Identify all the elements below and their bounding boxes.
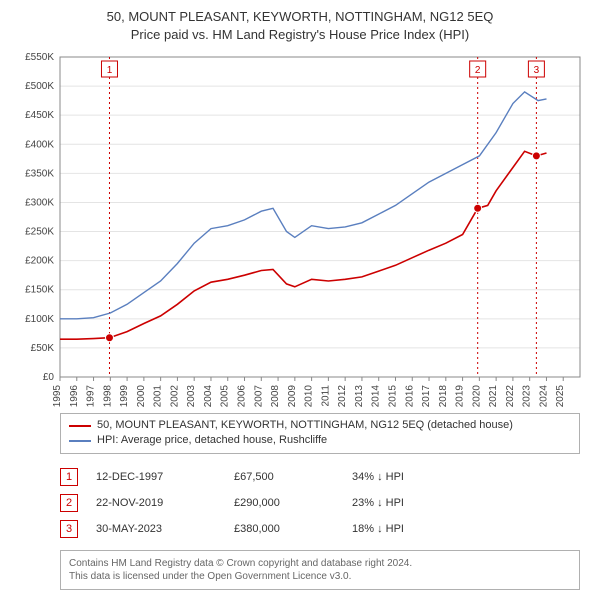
svg-text:2: 2 bbox=[475, 65, 481, 76]
svg-text:£150K: £150K bbox=[25, 285, 54, 296]
event-date: 12-DEC-1997 bbox=[96, 471, 216, 483]
svg-text:2007: 2007 bbox=[253, 385, 264, 407]
legend-row-hpi: HPI: Average price, detached house, Rush… bbox=[69, 433, 571, 448]
svg-text:£550K: £550K bbox=[25, 52, 54, 63]
legend: 50, MOUNT PLEASANT, KEYWORTH, NOTTINGHAM… bbox=[60, 413, 580, 454]
event-price: £67,500 bbox=[234, 471, 334, 483]
event-delta: 34% ↓ HPI bbox=[352, 471, 404, 483]
svg-text:2006: 2006 bbox=[237, 385, 248, 407]
svg-text:2004: 2004 bbox=[203, 385, 214, 407]
legend-label-property: 50, MOUNT PLEASANT, KEYWORTH, NOTTINGHAM… bbox=[97, 418, 513, 433]
svg-text:£100K: £100K bbox=[25, 314, 54, 325]
svg-text:1997: 1997 bbox=[86, 385, 97, 407]
svg-text:2023: 2023 bbox=[522, 385, 533, 407]
legend-swatch-property bbox=[69, 425, 91, 427]
svg-text:2001: 2001 bbox=[153, 385, 164, 407]
svg-text:2024: 2024 bbox=[538, 385, 549, 407]
svg-text:1999: 1999 bbox=[119, 385, 130, 407]
svg-text:2019: 2019 bbox=[455, 385, 466, 407]
legend-label-hpi: HPI: Average price, detached house, Rush… bbox=[97, 433, 327, 448]
event-date: 30-MAY-2023 bbox=[96, 523, 216, 535]
svg-text:£0: £0 bbox=[43, 372, 55, 383]
svg-text:3: 3 bbox=[534, 65, 540, 76]
svg-text:2002: 2002 bbox=[169, 385, 180, 407]
svg-text:£500K: £500K bbox=[25, 81, 54, 92]
svg-text:£300K: £300K bbox=[25, 198, 54, 209]
event-table: 1 12-DEC-1997 £67,500 34% ↓ HPI 2 22-NOV… bbox=[60, 464, 580, 542]
svg-text:2010: 2010 bbox=[304, 385, 315, 407]
svg-text:2005: 2005 bbox=[220, 385, 231, 407]
svg-text:1996: 1996 bbox=[69, 385, 80, 407]
svg-text:2014: 2014 bbox=[371, 385, 382, 407]
license-line-1: Contains HM Land Registry data © Crown c… bbox=[69, 557, 571, 570]
svg-text:2016: 2016 bbox=[404, 385, 415, 407]
svg-text:£200K: £200K bbox=[25, 256, 54, 267]
svg-text:2011: 2011 bbox=[320, 385, 331, 407]
svg-text:2012: 2012 bbox=[337, 385, 348, 407]
event-delta: 18% ↓ HPI bbox=[352, 523, 404, 535]
event-price: £290,000 bbox=[234, 497, 334, 509]
event-marker-3: 3 bbox=[60, 520, 78, 538]
event-marker-1: 1 bbox=[60, 468, 78, 486]
svg-text:1: 1 bbox=[107, 65, 113, 76]
svg-text:£450K: £450K bbox=[25, 110, 54, 121]
svg-text:2013: 2013 bbox=[354, 385, 365, 407]
svg-text:£350K: £350K bbox=[25, 168, 54, 179]
event-marker-2: 2 bbox=[60, 494, 78, 512]
svg-text:£50K: £50K bbox=[31, 343, 55, 354]
svg-text:2025: 2025 bbox=[555, 385, 566, 407]
svg-text:2018: 2018 bbox=[438, 385, 449, 407]
event-row: 2 22-NOV-2019 £290,000 23% ↓ HPI bbox=[60, 490, 580, 516]
event-delta: 23% ↓ HPI bbox=[352, 497, 404, 509]
svg-text:£250K: £250K bbox=[25, 227, 54, 238]
svg-text:2003: 2003 bbox=[186, 385, 197, 407]
event-price: £380,000 bbox=[234, 523, 334, 535]
svg-text:2022: 2022 bbox=[505, 385, 516, 407]
chart-title: 50, MOUNT PLEASANT, KEYWORTH, NOTTINGHAM… bbox=[10, 8, 590, 43]
svg-text:1995: 1995 bbox=[52, 385, 63, 407]
license-notice: Contains HM Land Registry data © Crown c… bbox=[60, 550, 580, 590]
svg-text:2015: 2015 bbox=[387, 385, 398, 407]
svg-text:1998: 1998 bbox=[102, 385, 113, 407]
svg-text:2017: 2017 bbox=[421, 385, 432, 407]
svg-text:2009: 2009 bbox=[287, 385, 298, 407]
license-line-2: This data is licensed under the Open Gov… bbox=[69, 570, 571, 583]
title-line-1: 50, MOUNT PLEASANT, KEYWORTH, NOTTINGHAM… bbox=[10, 8, 590, 26]
legend-swatch-hpi bbox=[69, 440, 91, 442]
title-line-2: Price paid vs. HM Land Registry's House … bbox=[10, 26, 590, 44]
legend-row-property: 50, MOUNT PLEASANT, KEYWORTH, NOTTINGHAM… bbox=[69, 418, 571, 433]
svg-text:2020: 2020 bbox=[471, 385, 482, 407]
svg-text:2021: 2021 bbox=[488, 385, 499, 407]
event-row: 1 12-DEC-1997 £67,500 34% ↓ HPI bbox=[60, 464, 580, 490]
event-row: 3 30-MAY-2023 £380,000 18% ↓ HPI bbox=[60, 516, 580, 542]
svg-text:£400K: £400K bbox=[25, 139, 54, 150]
svg-text:2008: 2008 bbox=[270, 385, 281, 407]
price-chart: £0 £50K £100K £150K £200K £250K £300K £350K £400… bbox=[10, 47, 590, 407]
svg-text:2000: 2000 bbox=[136, 385, 147, 407]
event-date: 22-NOV-2019 bbox=[96, 497, 216, 509]
